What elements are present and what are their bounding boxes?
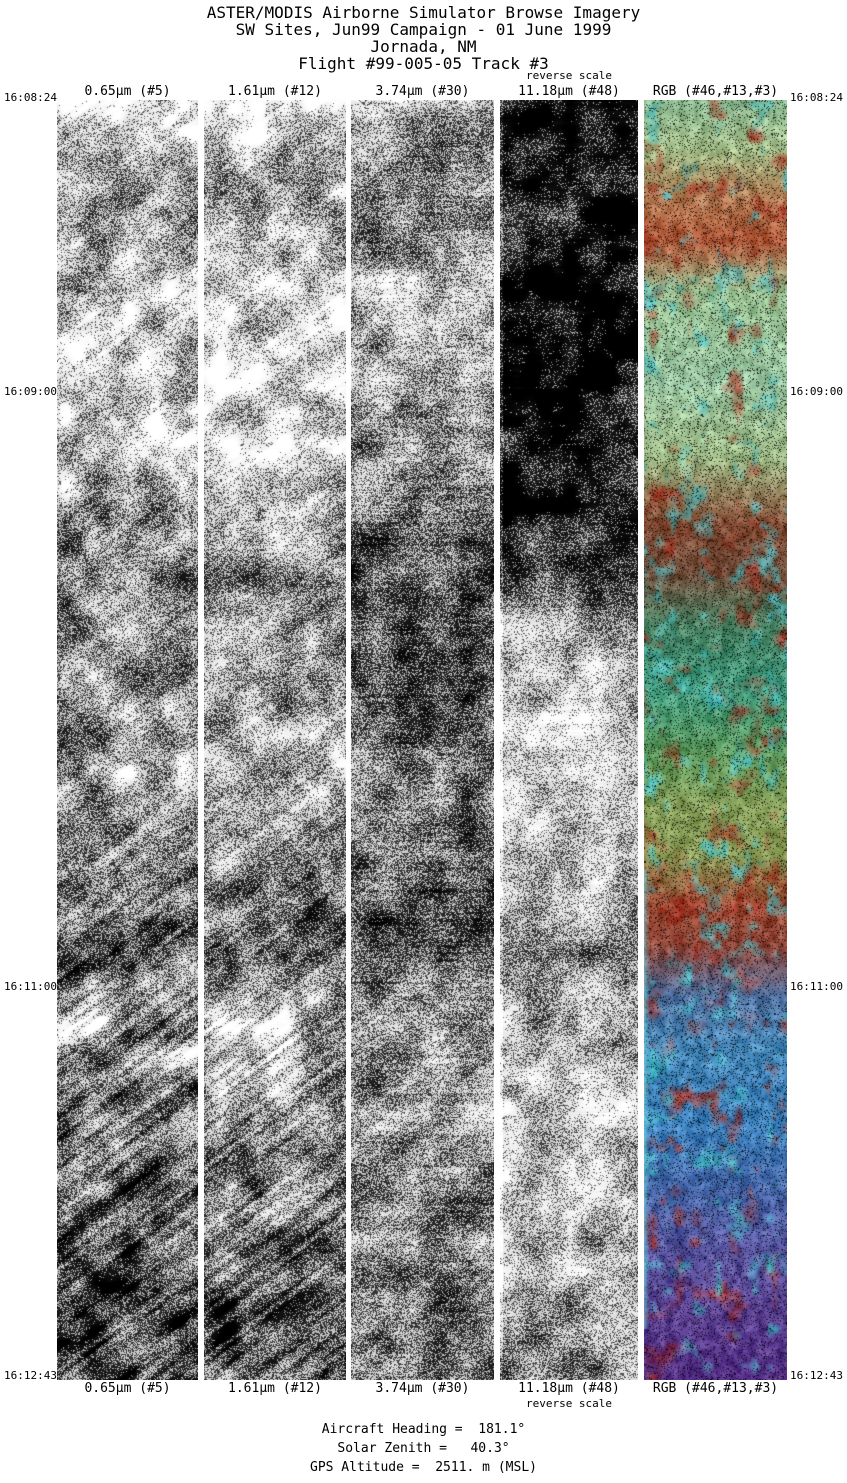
column-header-161um: 1.61μm (#12) (228, 84, 322, 99)
column-footer-1118um: 11.18μm (#48) (518, 1381, 620, 1396)
column-footer-rgb: RGB (#46,#13,#3) (652, 1381, 779, 1396)
time-label-left-0: 16:08:24 (4, 91, 57, 104)
strip-image-374um (351, 100, 494, 1380)
strip-image-161um (204, 100, 346, 1380)
time-label-right-3: 16:12:43 (790, 1369, 843, 1382)
gps-altitude-stat: GPS Altitude = 2511. m (MSL) (310, 1460, 537, 1475)
time-label-right-0: 16:08:24 (790, 91, 843, 104)
time-label-left-1: 16:09:00 (4, 385, 57, 398)
time-label-right-1: 16:09:00 (790, 385, 843, 398)
time-label-right-2: 16:11:00 (790, 980, 843, 993)
column-footer-374um: 3.74μm (#30) (375, 1381, 470, 1396)
strip-image-065um (57, 100, 198, 1380)
time-label-left-3: 16:12:43 (4, 1369, 57, 1382)
column-header-1118um: 11.18μm (#48) (518, 84, 620, 99)
column-header-rgb: RGB (#46,#13,#3) (652, 84, 779, 99)
page-title-line-1: ASTER/MODIS Airborne Simulator Browse Im… (206, 3, 641, 22)
page-title-line-2: SW Sites, Jun99 Campaign - 01 June 1999 (235, 20, 612, 39)
column-header-374um: 3.74μm (#30) (375, 84, 470, 99)
column-header-065um: 0.65μm (#5) (84, 84, 171, 99)
aircraft-heading-stat: Aircraft Heading = 181.1° (321, 1422, 526, 1437)
solar-zenith-stat: Solar Zenith = 40.3° (337, 1441, 510, 1456)
column-footer-161um: 1.61μm (#12) (228, 1381, 322, 1396)
reverse-scale-note-bottom: reverse scale (525, 1397, 613, 1410)
strip-image-rgb (644, 100, 787, 1380)
page-title-line-4: Flight #99-005-05 Track #3 (298, 54, 549, 73)
column-footer-065um: 0.65μm (#5) (84, 1381, 171, 1396)
time-label-left-2: 16:11:00 (4, 980, 57, 993)
strip-image-1118um (500, 100, 638, 1380)
reverse-scale-note-top: reverse scale (525, 69, 613, 82)
page-title-line-3: Jornada, NM (370, 37, 477, 56)
